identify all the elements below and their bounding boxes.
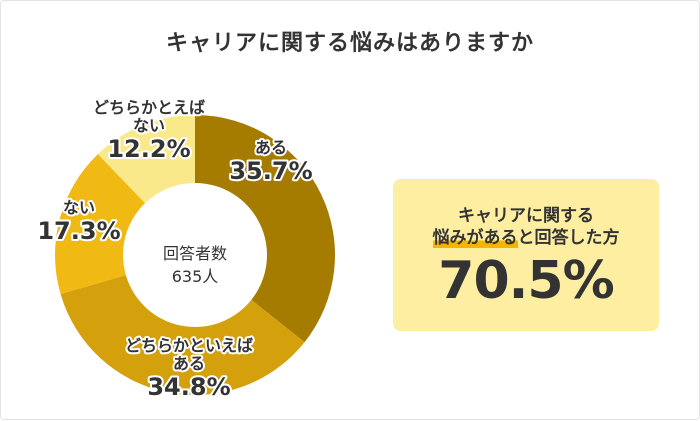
donut-slice-3 xyxy=(55,154,146,295)
slice-2-category-label: どちらかといえば xyxy=(125,336,253,355)
summary-highlight-text: 悩みがある xyxy=(432,228,518,248)
slice-1-value-label: 35.7% xyxy=(229,157,312,185)
slice-2-value-label: 34.8% xyxy=(147,373,230,401)
slice-2-category-label: ある xyxy=(173,354,205,373)
slice-4-category-label: ない xyxy=(133,116,165,135)
slice-4-value-label: 12.2% xyxy=(107,135,190,163)
slice-3-value-label: 17.3% xyxy=(37,217,120,245)
summary-box: キャリアに関する 悩みがあると回答した方 70.5% xyxy=(393,179,659,331)
respondent-count-value: 635人 xyxy=(171,267,219,286)
slice-4-category-label: どちらかとえば xyxy=(93,98,205,117)
slice-3-category-label: ない xyxy=(63,198,95,217)
donut-slice-1 xyxy=(195,115,335,343)
summary-text-line2: 悩みがあると回答した方 xyxy=(393,223,659,248)
summary-text-line1: キャリアに関する xyxy=(458,206,594,226)
summary-text-rest: と回答した方 xyxy=(517,228,620,248)
donut-slice-4 xyxy=(97,115,195,204)
summary-percentage: 70.5% xyxy=(438,251,614,311)
chart-title: キャリアに関する悩みはありますか xyxy=(165,31,534,56)
donut-slice-2 xyxy=(60,275,305,395)
respondent-count-label: 回答者数 xyxy=(162,244,227,263)
slice-1-category-label: ある xyxy=(255,138,287,157)
